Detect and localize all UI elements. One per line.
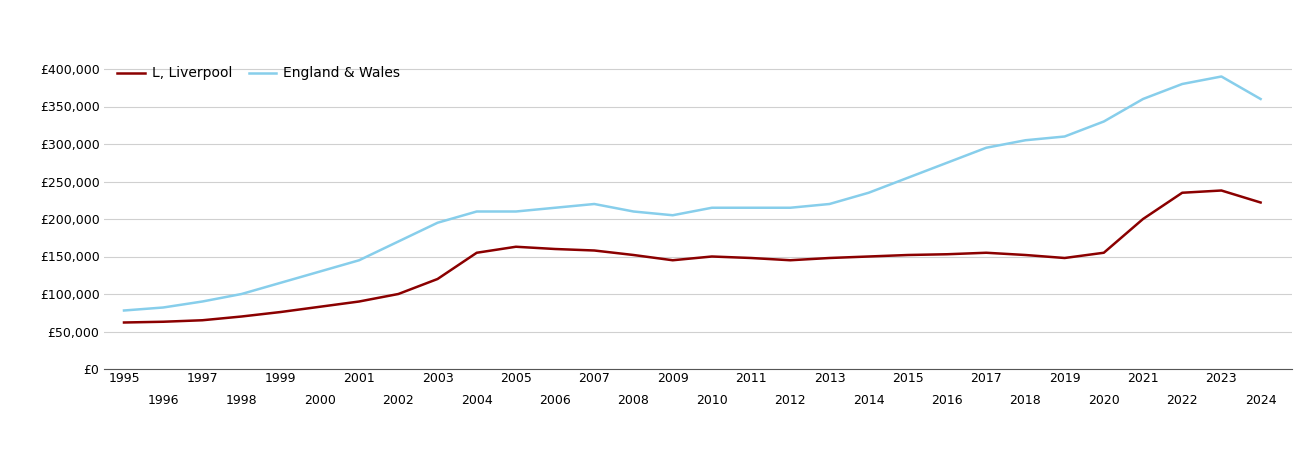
L, Liverpool: [351, 299, 367, 304]
England & Wales: [1135, 96, 1151, 102]
L, Liverpool: [155, 319, 171, 324]
L, Liverpool: [1174, 190, 1190, 195]
England & Wales: [744, 205, 760, 211]
L, Liverpool: [861, 254, 877, 259]
L, Liverpool: [705, 254, 720, 259]
L, Liverpool: [744, 255, 760, 261]
L, Liverpool: [822, 255, 838, 261]
L, Liverpool: [940, 252, 955, 257]
England & Wales: [1174, 81, 1190, 87]
L, Liverpool: [1135, 216, 1151, 222]
England & Wales: [664, 212, 680, 218]
England & Wales: [861, 190, 877, 195]
Line: England & Wales: England & Wales: [124, 76, 1261, 310]
England & Wales: [508, 209, 523, 214]
L, Liverpool: [664, 257, 680, 263]
L, Liverpool: [979, 250, 994, 256]
England & Wales: [822, 201, 838, 207]
England & Wales: [312, 269, 328, 274]
England & Wales: [429, 220, 445, 225]
England & Wales: [586, 201, 602, 207]
England & Wales: [155, 305, 171, 310]
L, Liverpool: [900, 252, 916, 258]
L, Liverpool: [783, 257, 799, 263]
England & Wales: [783, 205, 799, 211]
L, Liverpool: [390, 291, 406, 297]
England & Wales: [979, 145, 994, 150]
England & Wales: [468, 209, 484, 214]
England & Wales: [1096, 119, 1112, 124]
L, Liverpool: [1214, 188, 1229, 193]
England & Wales: [234, 291, 249, 297]
L, Liverpool: [625, 252, 641, 258]
England & Wales: [705, 205, 720, 211]
L, Liverpool: [1018, 252, 1034, 258]
England & Wales: [1214, 74, 1229, 79]
England & Wales: [1253, 96, 1268, 102]
L, Liverpool: [468, 250, 484, 256]
L, Liverpool: [1096, 250, 1112, 256]
England & Wales: [390, 239, 406, 244]
L, Liverpool: [273, 309, 288, 315]
L, Liverpool: [234, 314, 249, 319]
England & Wales: [1018, 138, 1034, 143]
L, Liverpool: [116, 320, 132, 325]
England & Wales: [351, 257, 367, 263]
England & Wales: [900, 175, 916, 180]
England & Wales: [194, 299, 210, 304]
England & Wales: [940, 160, 955, 166]
L, Liverpool: [547, 246, 562, 252]
L, Liverpool: [194, 318, 210, 323]
Line: L, Liverpool: L, Liverpool: [124, 190, 1261, 323]
England & Wales: [547, 205, 562, 211]
L, Liverpool: [429, 276, 445, 282]
England & Wales: [116, 308, 132, 313]
L, Liverpool: [312, 304, 328, 310]
England & Wales: [1057, 134, 1073, 139]
Legend: L, Liverpool, England & Wales: L, Liverpool, England & Wales: [111, 61, 406, 86]
L, Liverpool: [508, 244, 523, 249]
England & Wales: [625, 209, 641, 214]
L, Liverpool: [586, 248, 602, 253]
L, Liverpool: [1253, 200, 1268, 205]
England & Wales: [273, 280, 288, 285]
L, Liverpool: [1057, 255, 1073, 261]
